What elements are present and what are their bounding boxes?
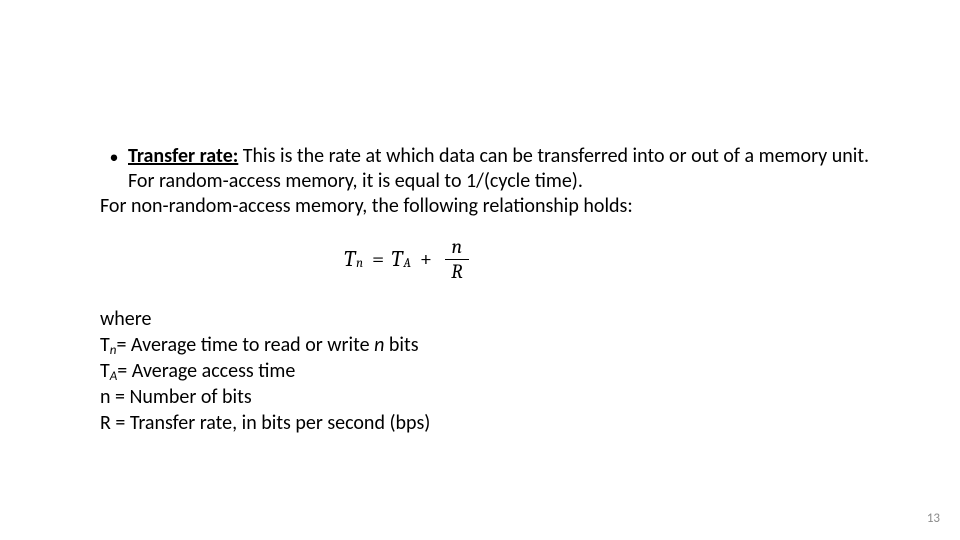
formula-plus: + <box>420 246 432 274</box>
formula-block: Tn = TA + n R <box>100 237 870 282</box>
formula-Tn-sub: n <box>356 256 363 272</box>
bullet-body: This is the rate at which data can be tr… <box>128 144 869 193</box>
def-TA-sub: A <box>110 369 118 384</box>
def-Tn-rest: = Average time to read or write <box>116 333 374 357</box>
def-TA-rest: = Average access time <box>117 359 295 383</box>
slide-content: • Transfer rate: This is the rate at whi… <box>100 144 870 436</box>
term-transfer-rate: Transfer rate: <box>128 144 238 168</box>
def-Tn-tail: bits <box>384 333 418 357</box>
bullet-item: • Transfer rate: This is the rate at whi… <box>100 144 870 194</box>
bullet-followon: For non-random-access memory, the follow… <box>100 194 870 219</box>
definitions: where Tn= Average time to read or write … <box>100 306 870 436</box>
def-TA: TA= Average access time <box>100 358 870 384</box>
formula: Tn = TA + n R <box>344 237 870 282</box>
def-Tn-sub: n <box>110 343 117 358</box>
slide: • Transfer rate: This is the rate at whi… <box>0 0 960 540</box>
def-TA-T: T <box>100 359 110 383</box>
bullet-marker: • <box>100 144 128 169</box>
def-n: n = Number of bits <box>100 384 870 410</box>
formula-eq: = <box>372 246 384 274</box>
bullet-text: Transfer rate: This is the rate at which… <box>128 144 870 194</box>
formula-frac-num: n <box>446 237 469 257</box>
formula-Tn-T: T <box>344 246 355 274</box>
def-where: where <box>100 306 870 332</box>
def-Tn-T: T <box>100 333 110 357</box>
def-Tn-ital-n: n <box>374 333 384 357</box>
formula-TA-T: T <box>391 246 402 274</box>
def-Tn: Tn= Average time to read or write n bits <box>100 332 870 358</box>
formula-TA-sub: A <box>403 256 411 272</box>
formula-frac-den: R <box>445 262 468 282</box>
page-number: 13 <box>927 511 940 526</box>
formula-fraction: n R <box>445 237 468 282</box>
def-R: R = Transfer rate, in bits per second (b… <box>100 410 870 436</box>
